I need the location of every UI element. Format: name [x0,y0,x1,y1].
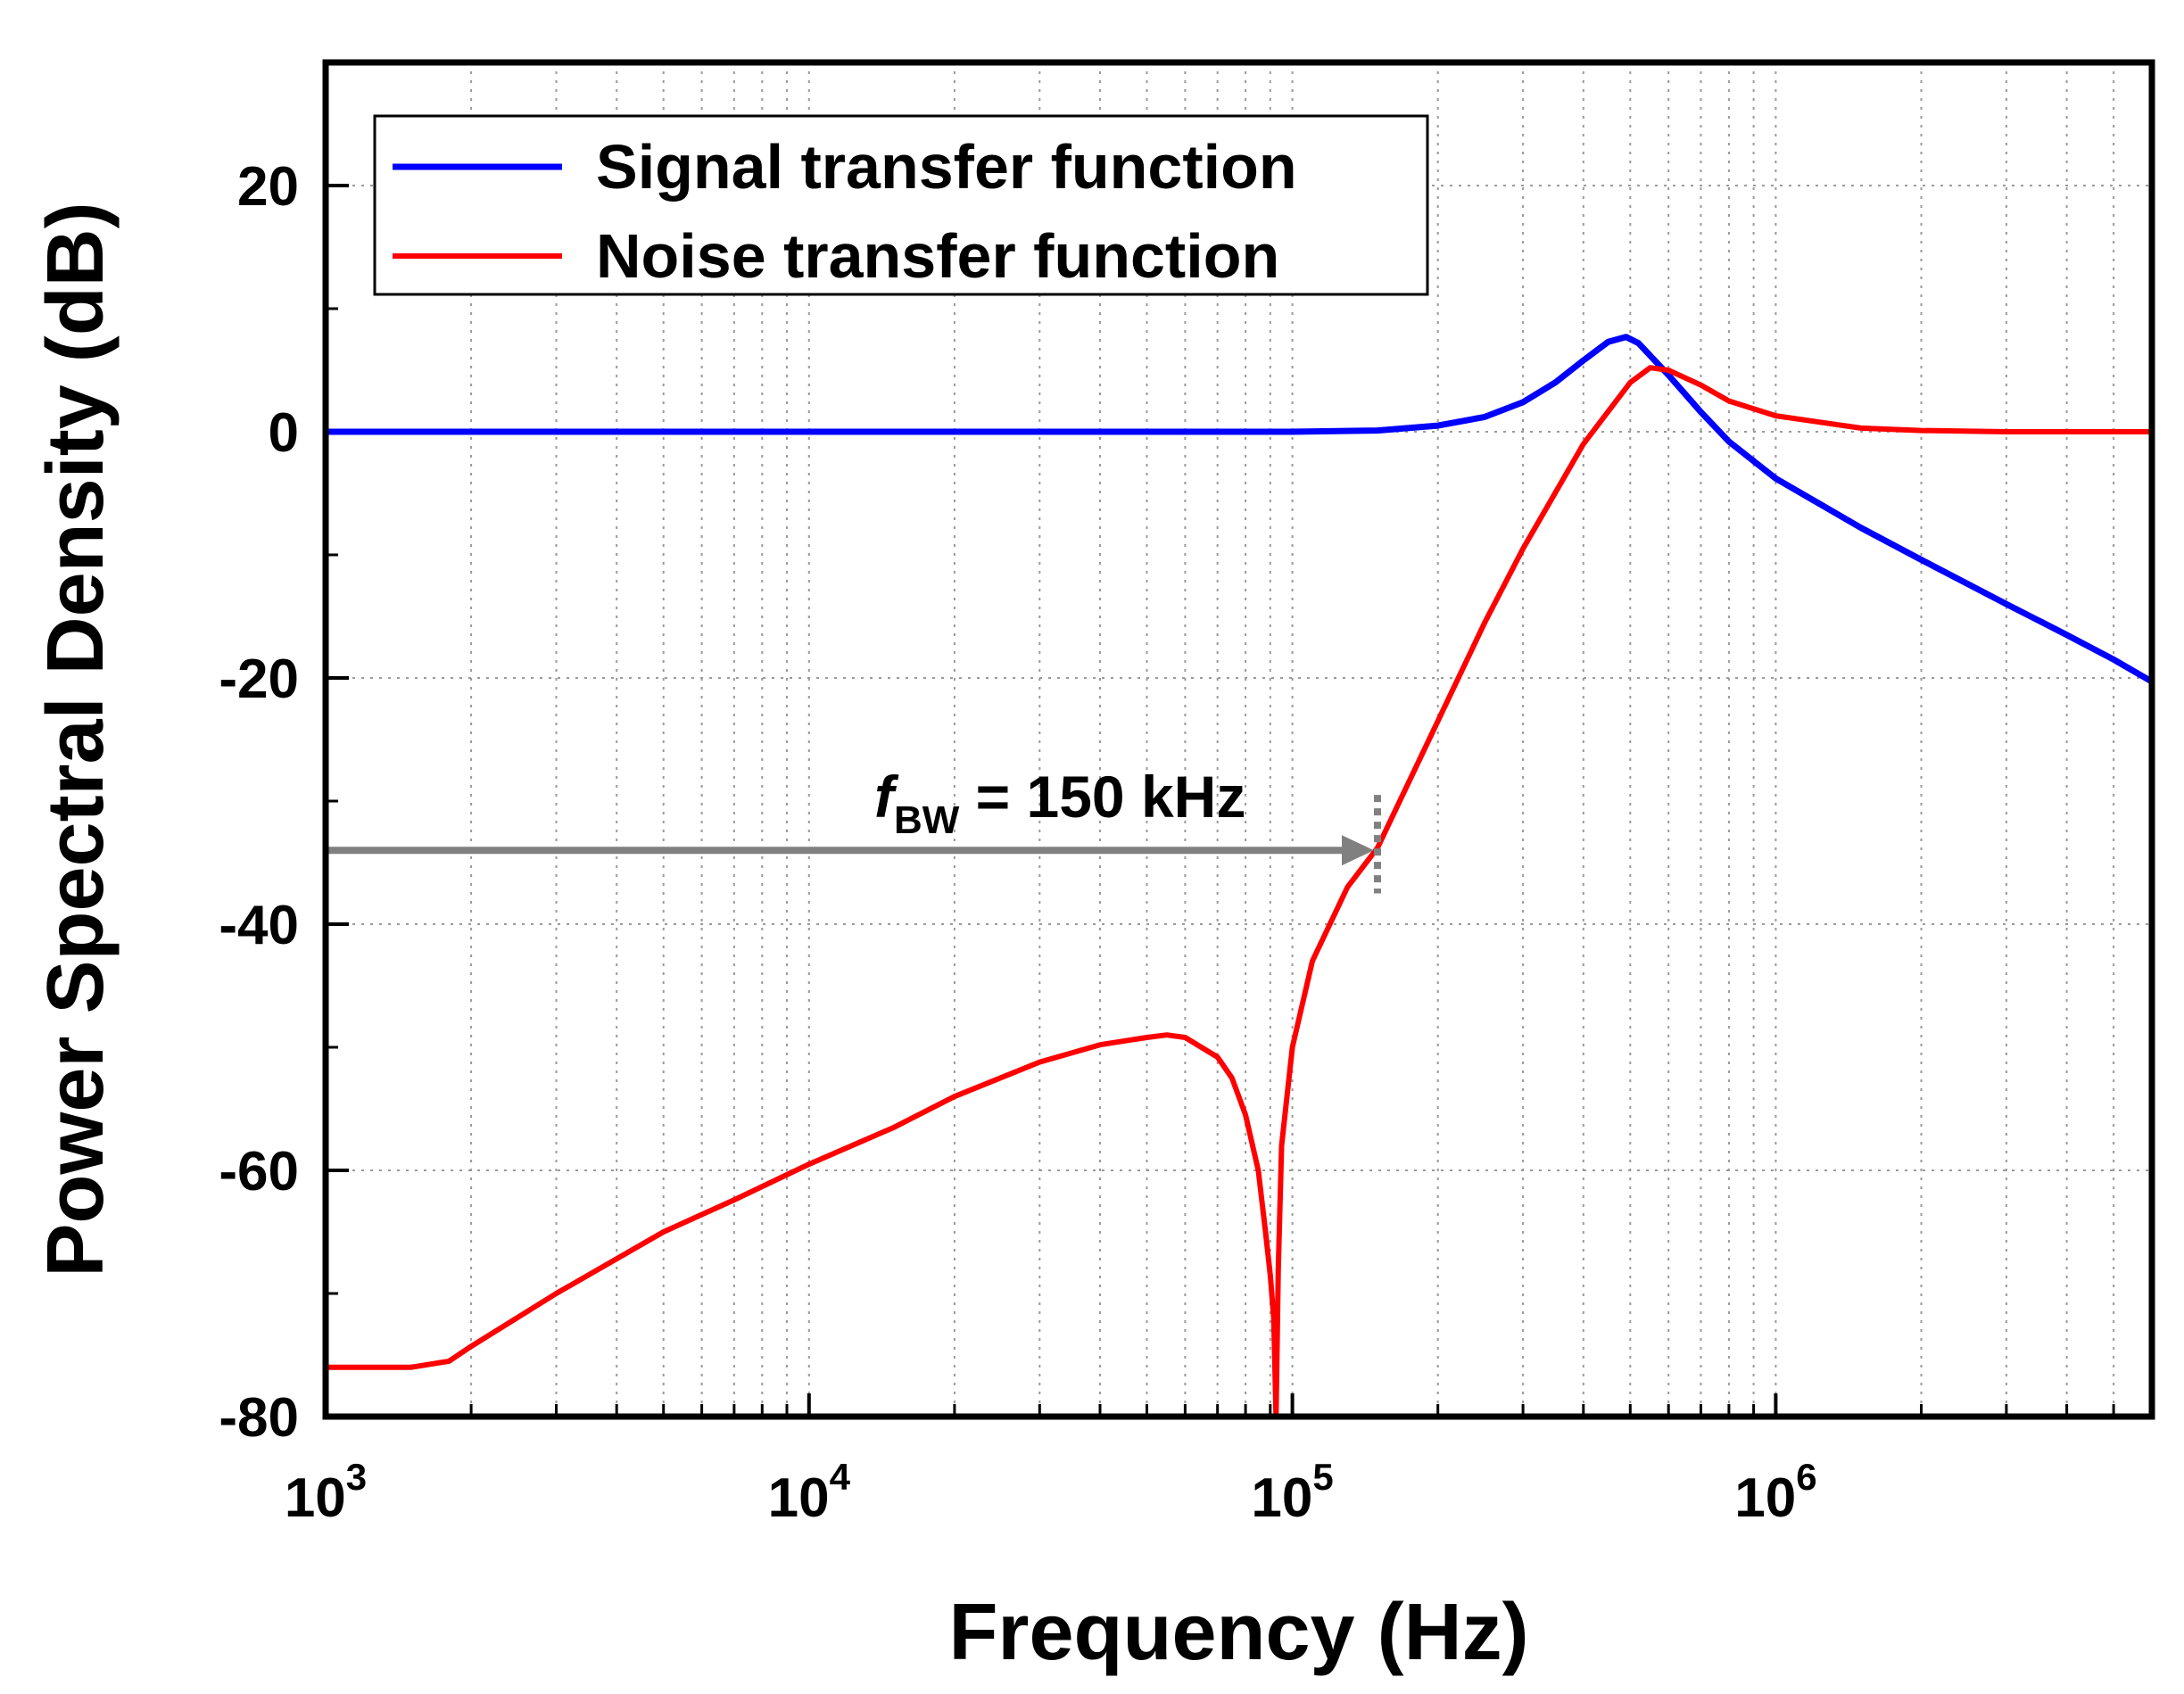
data-series [326,334,2154,1419]
axis-ticks [324,184,2115,1418]
legend-label-signal: Signal transfer function [596,132,1297,202]
x-tick-exponent: 3 [346,1456,367,1498]
x-tick-exponent: 5 [1312,1456,1333,1498]
x-tick-exponent: 4 [830,1456,851,1498]
y-tick-label: -20 [219,649,299,710]
x-tick-label: 103 [285,1456,367,1529]
bandwidth-label-subscript: BW [894,798,960,842]
y-tick-label: -60 [219,1141,299,1202]
y-tick-label: -40 [219,895,299,956]
bandwidth-label: fBW = 150 kHz [874,764,1245,842]
x-tick-label: 106 [1734,1456,1816,1529]
legend: Signal transfer function Noise transfer … [373,114,1429,296]
x-tick-base: 10 [1734,1467,1796,1529]
y-tick-label: 20 [237,156,299,218]
x-tick-base: 10 [768,1467,830,1529]
bandwidth-arrow-head [1342,835,1375,866]
x-axis-title: Frequency (Hz) [948,1588,1528,1677]
plot-frame [322,59,2155,1420]
bandwidth-annotation: fBW = 150 kHz [326,764,1382,894]
noise-transfer-line [326,365,2152,1419]
x-tick-base: 10 [285,1467,346,1529]
signal-transfer-line [326,334,2154,685]
x-tick-label: 104 [768,1456,851,1529]
x-tick-label: 105 [1251,1456,1333,1529]
y-tick-label: 0 [269,402,299,464]
bandwidth-label-value: = 150 kHz [959,764,1245,830]
y-axis-title: Power Spectral Density (dB) [31,202,120,1277]
x-tick-exponent: 6 [1796,1456,1816,1498]
x-tick-base: 10 [1251,1467,1312,1529]
y-tick-label: -80 [219,1387,299,1449]
legend-label-noise: Noise transfer function [596,221,1279,291]
legend-box [373,114,1429,296]
